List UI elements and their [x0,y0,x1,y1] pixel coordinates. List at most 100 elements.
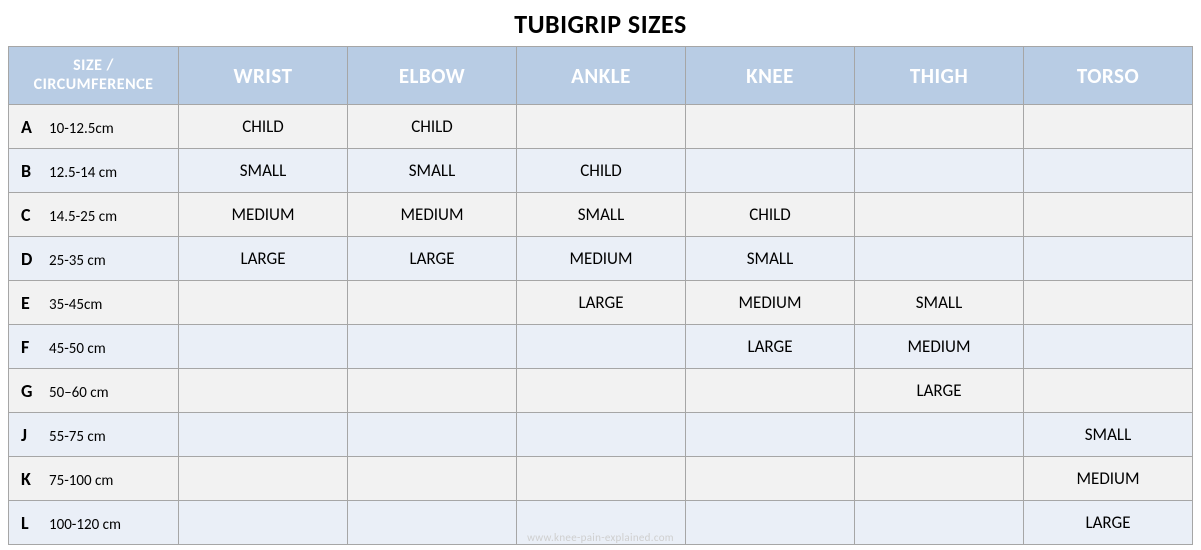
cell-elbow: LARGE [348,237,517,281]
tubigrip-size-table: SIZE / CIRCUMFERENCE WRIST ELBOW ANKLE K… [8,46,1193,545]
size-cell: F45-50 cm [9,325,179,369]
size-cell: G50–60 cm [9,369,179,413]
cell-thigh [855,105,1024,149]
cell-thigh [855,413,1024,457]
size-cell: D25-35 cm [9,237,179,281]
size-cell: E35-45cm [9,281,179,325]
cell-torso [1024,105,1193,149]
size-letter: E [21,292,49,314]
size-cell: J55-75 cm [9,413,179,457]
cell-thigh [855,237,1024,281]
col-elbow: ELBOW [348,47,517,105]
size-cell: C14.5-25 cm [9,193,179,237]
size-letter: G [21,380,49,402]
cell-wrist [179,457,348,501]
cell-knee: SMALL [686,237,855,281]
cell-wrist [179,325,348,369]
table-row: K75-100 cm MEDIUM [9,457,1193,501]
size-range: 25-35 cm [49,252,106,270]
cell-wrist: SMALL [179,149,348,193]
cell-ankle [517,457,686,501]
cell-wrist [179,413,348,457]
cell-knee [686,457,855,501]
cell-wrist: MEDIUM [179,193,348,237]
cell-wrist [179,369,348,413]
col-torso: TORSO [1024,47,1193,105]
cell-thigh [855,193,1024,237]
size-letter: B [21,160,49,182]
watermark-text: www.knee-pain-explained.com [8,531,1193,544]
size-range: 45-50 cm [49,340,106,358]
cell-knee [686,413,855,457]
cell-ankle: MEDIUM [517,237,686,281]
size-letter: C [21,204,49,226]
cell-elbow: MEDIUM [348,193,517,237]
size-range: 35-45cm [49,296,102,314]
cell-elbow [348,281,517,325]
table-row: C14.5-25 cmMEDIUMMEDIUMSMALLCHILD [9,193,1193,237]
cell-ankle [517,325,686,369]
table-row: G50–60 cm LARGE [9,369,1193,413]
cell-knee [686,369,855,413]
cell-ankle [517,105,686,149]
table-row: E35-45cm LARGEMEDIUMSMALL [9,281,1193,325]
col-size-line2: CIRCUMFERENCE [34,75,154,94]
col-thigh: THIGH [855,47,1024,105]
size-letter: J [21,424,49,446]
col-knee: KNEE [686,47,855,105]
cell-torso [1024,369,1193,413]
table-header-row: SIZE / CIRCUMFERENCE WRIST ELBOW ANKLE K… [9,47,1193,105]
cell-thigh: SMALL [855,281,1024,325]
cell-knee [686,105,855,149]
cell-torso: SMALL [1024,413,1193,457]
cell-thigh: MEDIUM [855,325,1024,369]
cell-knee: MEDIUM [686,281,855,325]
cell-torso [1024,325,1193,369]
cell-wrist [179,281,348,325]
col-size-line1: SIZE / [73,56,114,75]
table-row: J55-75 cm SMALL [9,413,1193,457]
cell-ankle: CHILD [517,149,686,193]
cell-elbow: SMALL [348,149,517,193]
cell-torso [1024,237,1193,281]
cell-ankle: LARGE [517,281,686,325]
cell-thigh [855,457,1024,501]
col-wrist: WRIST [179,47,348,105]
cell-elbow [348,413,517,457]
cell-wrist: LARGE [179,237,348,281]
cell-ankle [517,413,686,457]
cell-torso [1024,149,1193,193]
size-letter: K [21,468,49,490]
page-title: TUBIGRIP SIZES [8,8,1193,40]
cell-elbow: CHILD [348,105,517,149]
size-range: 75-100 cm [49,472,113,490]
cell-thigh: LARGE [855,369,1024,413]
size-range: 12.5-14 cm [49,164,117,182]
size-range: 14.5-25 cm [49,208,117,226]
cell-elbow [348,369,517,413]
size-range: 10-12.5cm [49,120,114,138]
cell-ankle [517,369,686,413]
cell-knee: LARGE [686,325,855,369]
cell-knee: CHILD [686,193,855,237]
table-row: A10-12.5cmCHILDCHILD [9,105,1193,149]
size-range: 50–60 cm [49,384,109,402]
size-cell: K75-100 cm [9,457,179,501]
size-cell: B12.5-14 cm [9,149,179,193]
col-size: SIZE / CIRCUMFERENCE [9,47,179,105]
size-letter: F [21,336,49,358]
size-letter: D [21,248,49,270]
cell-wrist: CHILD [179,105,348,149]
cell-knee [686,149,855,193]
cell-ankle: SMALL [517,193,686,237]
cell-elbow [348,325,517,369]
table-row: B12.5-14 cmSMALLSMALLCHILD [9,149,1193,193]
size-range: 55-75 cm [49,428,106,446]
cell-torso: MEDIUM [1024,457,1193,501]
cell-thigh [855,149,1024,193]
size-letter: A [21,116,49,138]
cell-elbow [348,457,517,501]
col-ankle: ANKLE [517,47,686,105]
size-cell: A10-12.5cm [9,105,179,149]
table-row: F45-50 cm LARGEMEDIUM [9,325,1193,369]
